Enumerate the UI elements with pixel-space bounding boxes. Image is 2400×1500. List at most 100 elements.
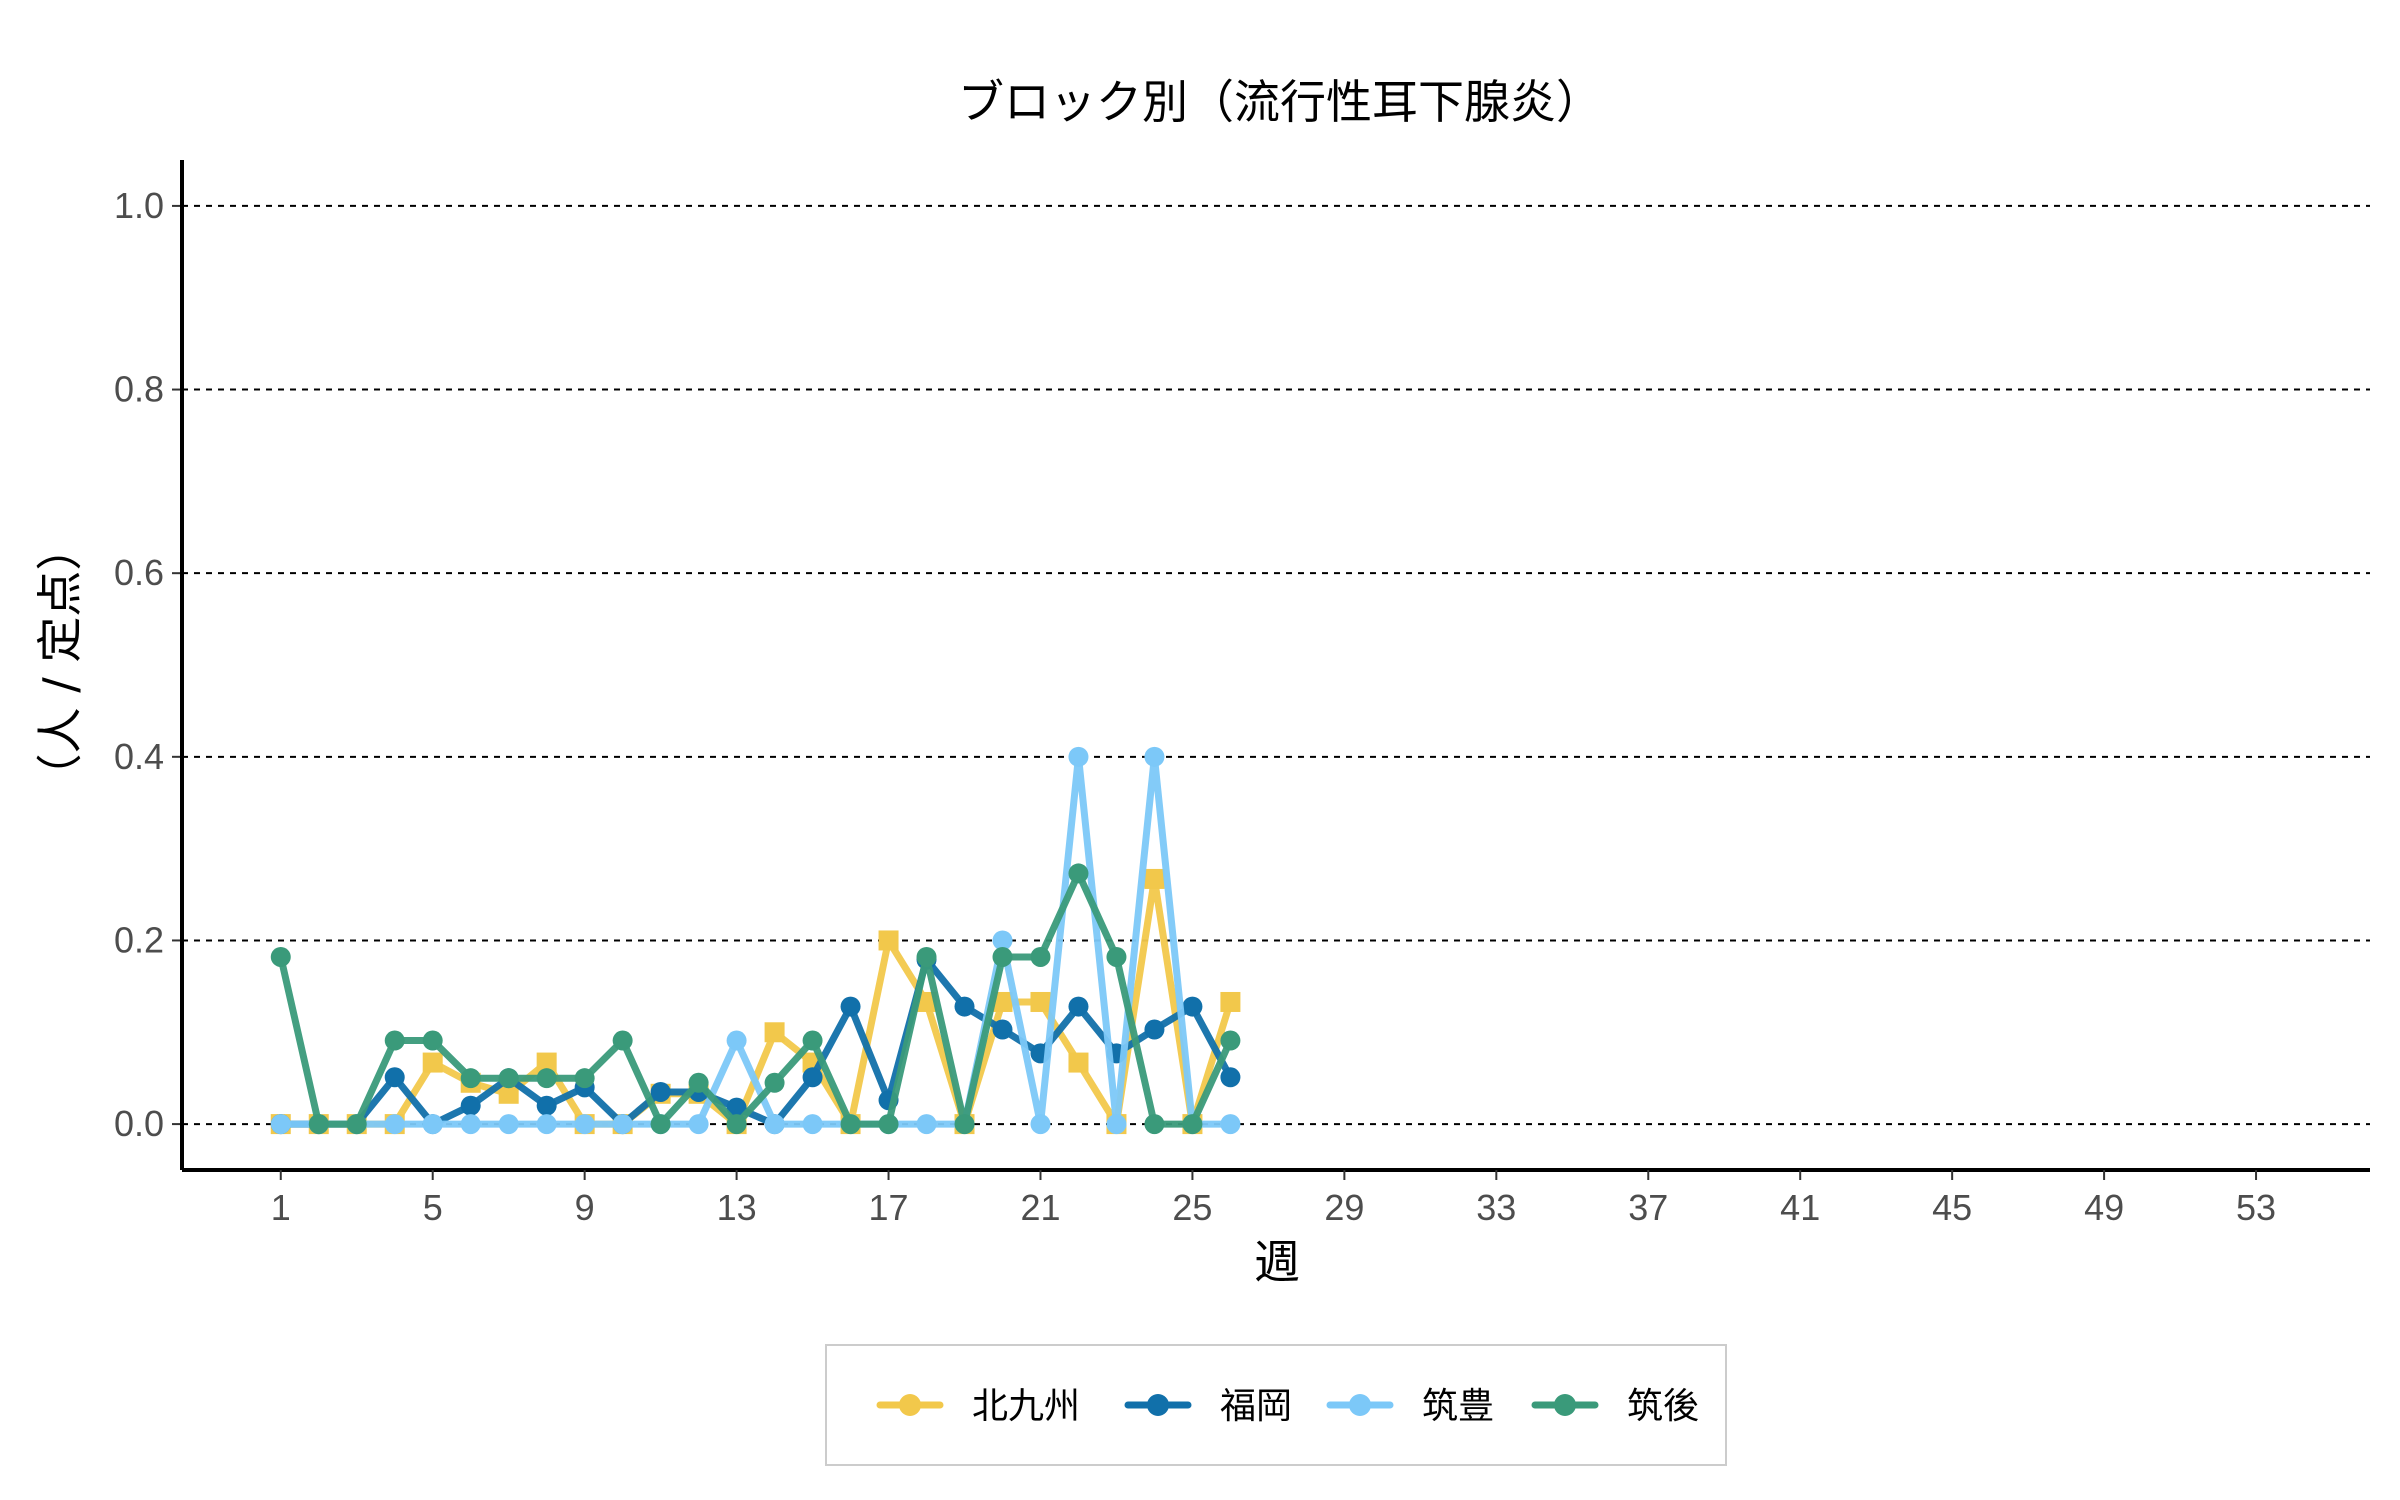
data-point <box>498 1114 519 1135</box>
data-point <box>1106 1114 1127 1135</box>
y-tick-label: 0.0 <box>114 1103 164 1144</box>
data-point <box>460 1068 481 1089</box>
data-point <box>270 946 291 967</box>
x-tick-label: 5 <box>423 1187 443 1228</box>
data-point <box>1144 1114 1165 1135</box>
legend-item: 筑後 <box>1531 1386 1699 1427</box>
data-point <box>1068 863 1089 884</box>
data-point <box>764 1022 785 1043</box>
data-point <box>916 991 937 1012</box>
data-point <box>1030 946 1051 967</box>
data-point <box>1220 991 1241 1012</box>
data-point <box>498 1083 519 1104</box>
legend-label: 筑後 <box>1627 1386 1699 1427</box>
legend-item: 北九州 <box>876 1386 1080 1427</box>
data-point <box>384 1114 405 1135</box>
data-point <box>1144 746 1165 767</box>
data-point <box>460 1095 481 1116</box>
x-tick-label: 13 <box>717 1187 757 1228</box>
data-point <box>726 1030 747 1051</box>
data-point <box>422 1114 443 1135</box>
y-tick-label: 0.4 <box>114 736 164 777</box>
data-point <box>726 1097 747 1118</box>
data-point <box>992 1019 1013 1040</box>
data-point <box>802 1114 823 1135</box>
data-point <box>422 1030 443 1051</box>
data-point <box>992 930 1013 951</box>
data-point <box>1068 996 1089 1017</box>
x-tick-label: 45 <box>1932 1187 1972 1228</box>
legend-label: 福岡 <box>1220 1386 1292 1427</box>
x-axis-title: 週 <box>1254 1235 1300 1289</box>
x-tick-label: 37 <box>1628 1187 1668 1228</box>
data-point <box>650 1081 671 1102</box>
data-point <box>536 1052 557 1073</box>
data-point <box>764 1114 785 1135</box>
data-point <box>498 1068 519 1089</box>
y-tick-label: 0.2 <box>114 919 164 960</box>
y-tick-label: 0.6 <box>114 552 164 593</box>
legend: 北九州 福岡 筑豊 筑後 <box>825 1344 1727 1466</box>
data-point <box>878 1114 899 1135</box>
data-point <box>992 946 1013 967</box>
data-point <box>1144 1019 1165 1040</box>
x-tick-label: 9 <box>575 1187 595 1228</box>
x-tick-label: 29 <box>1324 1187 1364 1228</box>
legend-item: 福岡 <box>1124 1386 1292 1427</box>
data-point <box>1144 868 1165 889</box>
x-axis: 1 5 9 13 17 21 25 29 33 37 41 45 49 53 <box>182 1168 2370 1228</box>
data-point <box>1220 1114 1241 1135</box>
x-tick-label: 25 <box>1172 1187 1212 1228</box>
x-tick-label: 1 <box>271 1187 291 1228</box>
legend-label: 北九州 <box>972 1386 1080 1427</box>
data-point <box>536 1114 557 1135</box>
data-point <box>1068 746 1089 767</box>
data-point <box>346 1114 367 1135</box>
legend-label: 筑豊 <box>1422 1386 1494 1427</box>
data-point <box>612 1114 633 1135</box>
legend-item: 筑豊 <box>1326 1386 1494 1427</box>
grid-lines <box>182 204 2370 1126</box>
data-point <box>422 1052 443 1073</box>
x-tick-label: 41 <box>1780 1187 1820 1228</box>
data-point <box>916 1114 937 1135</box>
data-point <box>878 930 899 951</box>
x-tick-label: 53 <box>2236 1187 2276 1228</box>
series-layer <box>270 746 1241 1135</box>
data-point <box>650 1114 671 1135</box>
data-point <box>1182 996 1203 1017</box>
data-point <box>764 1072 785 1093</box>
x-tick-label: 17 <box>869 1187 909 1228</box>
data-point <box>726 1114 747 1135</box>
data-point <box>612 1030 633 1051</box>
data-point <box>270 1114 291 1135</box>
data-point <box>1182 1114 1203 1135</box>
data-point <box>954 1114 975 1135</box>
data-point <box>460 1114 481 1135</box>
data-point <box>954 996 975 1017</box>
data-point <box>802 1030 823 1051</box>
data-point <box>1068 1052 1089 1073</box>
data-point <box>308 1114 329 1135</box>
data-point <box>574 1114 595 1135</box>
data-point <box>536 1095 557 1116</box>
legend-marker <box>1554 1394 1576 1416</box>
data-point <box>384 1067 405 1088</box>
legend-marker <box>899 1394 921 1416</box>
x-tick-label: 49 <box>2084 1187 2124 1228</box>
data-point <box>840 996 861 1017</box>
legend-marker <box>1147 1394 1169 1416</box>
y-axis: 0.0 0.2 0.4 0.6 0.8 1.0 <box>114 160 184 1170</box>
data-point <box>536 1068 557 1089</box>
data-point <box>1030 991 1051 1012</box>
data-point <box>1220 1030 1241 1051</box>
y-tick-label: 0.8 <box>114 369 164 410</box>
data-point <box>1106 946 1127 967</box>
data-point <box>840 1114 861 1135</box>
series-4 <box>270 863 1241 1135</box>
legend-marker <box>1349 1394 1371 1416</box>
data-point <box>1030 1114 1051 1135</box>
